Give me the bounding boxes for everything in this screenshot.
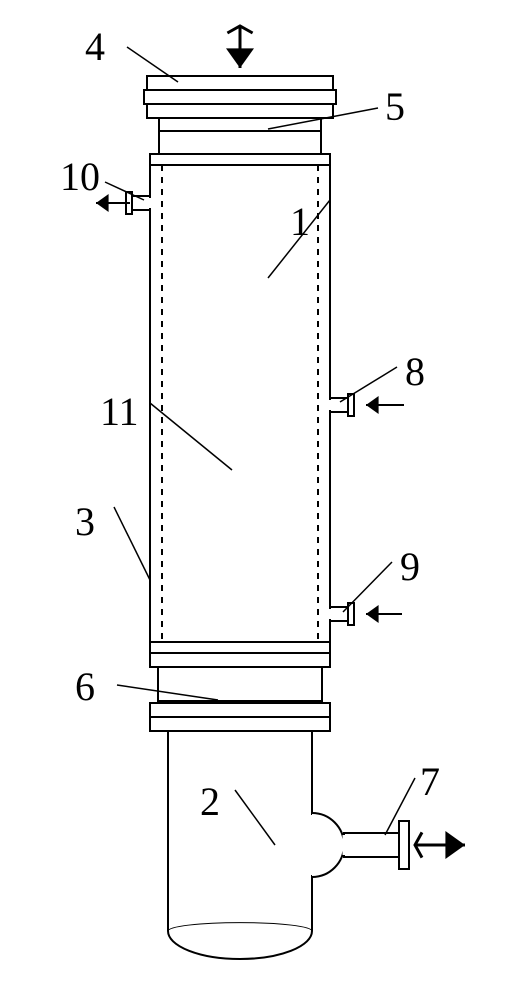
label-1: 1 <box>290 198 310 245</box>
label-10: 10 <box>60 153 100 200</box>
label-9: 9 <box>400 543 420 590</box>
label-11: 11 <box>100 388 139 435</box>
label-8: 8 <box>405 348 425 395</box>
label-3: 3 <box>75 498 95 545</box>
label-4: 4 <box>85 23 105 70</box>
label-7: 7 <box>420 758 440 805</box>
label-6: 6 <box>75 663 95 710</box>
label-2: 2 <box>200 778 220 825</box>
label-5: 5 <box>385 83 405 130</box>
